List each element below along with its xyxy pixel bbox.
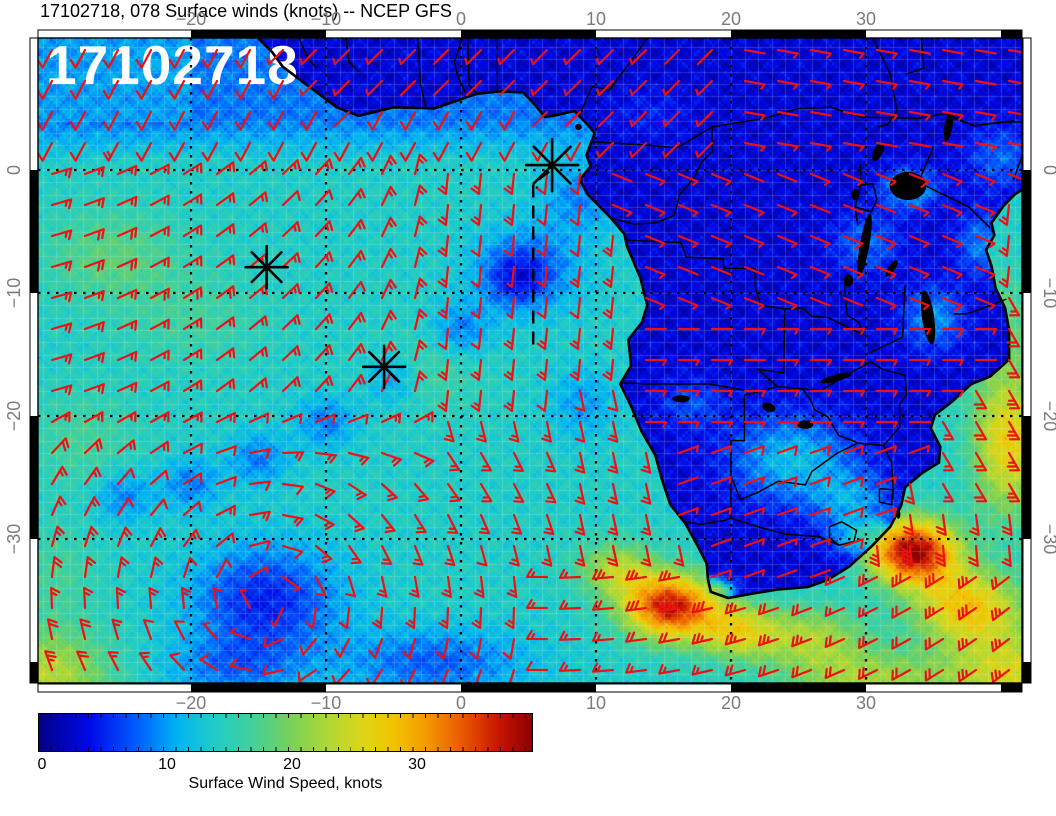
lat-tick-right: −10 xyxy=(1040,278,1056,309)
wind-speed-field xyxy=(38,38,1022,683)
lon-tick-top: 10 xyxy=(586,9,606,29)
colorbar-minor-ticks-bottom xyxy=(39,747,532,751)
figure-title: 17102718, 078 Surface winds (knots) -- N… xyxy=(40,1,452,21)
colorbar-gradient xyxy=(39,714,532,751)
lon-tick-top: 0 xyxy=(456,9,466,29)
lon-tick-bottom: 0 xyxy=(456,693,466,713)
lat-tick-left: −20 xyxy=(4,401,24,432)
lon-tick-top: 30 xyxy=(856,9,876,29)
datetime-stamp: 17102718 xyxy=(46,34,299,96)
lat-tick-left: −30 xyxy=(4,524,24,555)
lon-tick-bottom: 10 xyxy=(586,693,606,713)
colorbar-minor-ticks-top xyxy=(39,714,532,718)
colorbar xyxy=(38,713,533,752)
lat-tick-left: 0 xyxy=(4,165,24,175)
colorbar-tick-label: 0 xyxy=(37,756,47,773)
lon-tick-bottom: −20 xyxy=(176,693,207,713)
colorbar-tick-label: 10 xyxy=(158,756,176,773)
colorbar-tick-label: 30 xyxy=(408,756,426,773)
lat-tick-right: −30 xyxy=(1040,524,1056,555)
lat-tick-right: −20 xyxy=(1040,401,1056,432)
lat-tick-left: −10 xyxy=(4,278,24,309)
lat-tick-right: 0 xyxy=(1040,165,1056,175)
colorbar-tick-label: 20 xyxy=(283,756,301,773)
lon-tick-top: 20 xyxy=(721,9,741,29)
lon-tick-bottom: 30 xyxy=(856,693,876,713)
colorbar-label: Surface Wind Speed, knots xyxy=(188,775,383,792)
lon-tick-bottom: 20 xyxy=(721,693,741,713)
lon-tick-bottom: −10 xyxy=(311,693,342,713)
